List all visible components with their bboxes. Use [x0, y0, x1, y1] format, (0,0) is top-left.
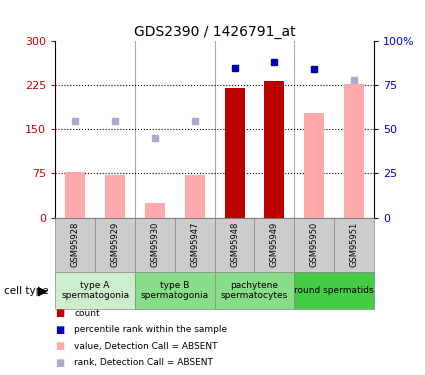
Text: round spermatids: round spermatids — [295, 286, 374, 295]
FancyBboxPatch shape — [95, 217, 135, 272]
FancyBboxPatch shape — [175, 217, 215, 272]
Bar — [304, 113, 324, 218]
Text: cell type: cell type — [4, 286, 49, 296]
Text: GSM95928: GSM95928 — [71, 222, 79, 267]
Text: GSM95950: GSM95950 — [310, 222, 319, 267]
Text: rank, Detection Call = ABSENT: rank, Detection Call = ABSENT — [74, 358, 213, 367]
Text: ■: ■ — [55, 341, 65, 351]
Text: type A
spermatogonia: type A spermatogonia — [61, 281, 129, 300]
Text: GSM95947: GSM95947 — [190, 222, 199, 267]
Text: ■: ■ — [55, 358, 65, 368]
Text: GSM95949: GSM95949 — [270, 222, 279, 267]
Bar — [65, 172, 85, 217]
Text: ▶: ▶ — [38, 284, 48, 297]
FancyBboxPatch shape — [135, 217, 175, 272]
Text: ■: ■ — [55, 325, 65, 334]
Text: GSM95948: GSM95948 — [230, 222, 239, 267]
Text: pachytene
spermatocytes: pachytene spermatocytes — [221, 281, 288, 300]
FancyBboxPatch shape — [255, 217, 294, 272]
Text: type B
spermatogonia: type B spermatogonia — [141, 281, 209, 300]
Bar — [105, 175, 125, 217]
Bar — [344, 84, 364, 218]
Text: GSM95929: GSM95929 — [110, 222, 119, 267]
Text: percentile rank within the sample: percentile rank within the sample — [74, 325, 227, 334]
Bar — [264, 81, 284, 218]
FancyBboxPatch shape — [55, 272, 135, 309]
Bar — [145, 203, 165, 217]
FancyBboxPatch shape — [215, 217, 255, 272]
Bar — [185, 175, 205, 217]
Text: value, Detection Call = ABSENT: value, Detection Call = ABSENT — [74, 342, 218, 351]
Text: GSM95951: GSM95951 — [350, 222, 359, 267]
FancyBboxPatch shape — [294, 217, 334, 272]
Text: GSM95930: GSM95930 — [150, 222, 159, 267]
Text: count: count — [74, 309, 100, 318]
Bar — [224, 88, 244, 218]
Title: GDS2390 / 1426791_at: GDS2390 / 1426791_at — [134, 25, 295, 39]
FancyBboxPatch shape — [294, 272, 374, 309]
FancyBboxPatch shape — [334, 217, 374, 272]
Text: ■: ■ — [55, 308, 65, 318]
FancyBboxPatch shape — [55, 217, 95, 272]
FancyBboxPatch shape — [215, 272, 294, 309]
FancyBboxPatch shape — [135, 272, 215, 309]
